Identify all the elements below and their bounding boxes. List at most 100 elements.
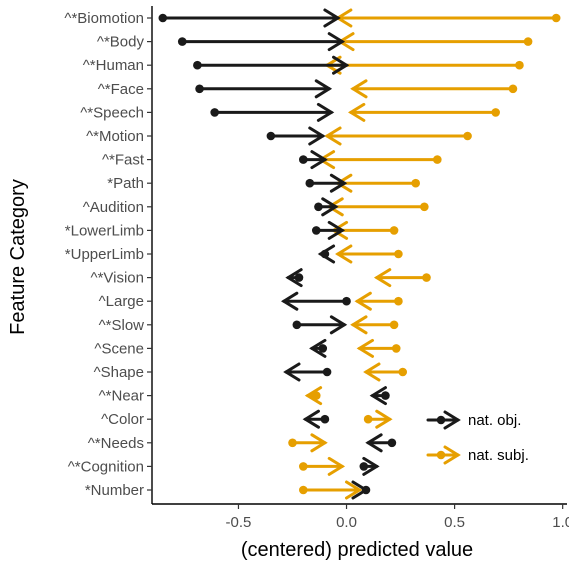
y-tick-label: ^*Body bbox=[97, 34, 145, 51]
subj-arrow-arrowhead bbox=[375, 409, 393, 429]
subj-arrow-arrowhead bbox=[304, 386, 323, 406]
obj-arrow-dot bbox=[318, 344, 328, 353]
obj-arrow-dot bbox=[381, 391, 390, 400]
subj-arrow-dot bbox=[311, 391, 321, 400]
y-axis-title: Feature Category bbox=[7, 179, 29, 335]
obj-arrow-dot bbox=[322, 367, 332, 377]
obj-arrow-dot bbox=[305, 178, 315, 188]
y-tick-label: ^Scene bbox=[94, 340, 144, 357]
subj-arrow-dot bbox=[411, 178, 420, 188]
obj-arrow-arrowhead bbox=[310, 150, 328, 170]
y-tick-label: ^*Human bbox=[83, 57, 144, 74]
obj-arrow-arrowhead bbox=[332, 55, 350, 75]
subj-arrow-dot bbox=[433, 155, 442, 164]
obj-arrow-dot bbox=[320, 249, 330, 259]
subj-arrow-dot bbox=[363, 414, 373, 424]
y-tick-label: ^*Face bbox=[98, 81, 144, 98]
subj-arrow-dot bbox=[299, 485, 308, 495]
obj-arrow-dot bbox=[314, 202, 323, 212]
obj-arrow-arrowhead bbox=[314, 79, 333, 99]
y-tick-label: *Path bbox=[107, 175, 144, 192]
legend-key-obj-arrowhead bbox=[443, 410, 461, 430]
obj-arrow-dot bbox=[266, 131, 276, 141]
obj-arrow-arrowhead bbox=[362, 456, 380, 476]
subj-arrow-dot bbox=[491, 108, 500, 117]
obj-arrow-arrowhead bbox=[369, 386, 387, 406]
obj-arrow-arrowhead bbox=[302, 409, 320, 429]
subj-arrow-arrowhead bbox=[350, 315, 368, 335]
obj-arrow-arrowhead bbox=[327, 220, 346, 240]
obj-arrow-arrowhead bbox=[329, 173, 348, 193]
subj-arrow-dot bbox=[422, 273, 431, 282]
legend-key-subj-arrowhead bbox=[443, 445, 461, 465]
y-tick-label: ^*Biomotion bbox=[64, 10, 144, 27]
obj-arrow-arrowhead bbox=[285, 268, 303, 288]
subj-arrow-dot bbox=[398, 367, 408, 377]
subj-arrow-dot bbox=[523, 37, 533, 46]
x-tick-label: 0.0 bbox=[336, 514, 357, 531]
obj-arrow-dot bbox=[193, 60, 202, 70]
subj-arrow-dot bbox=[299, 462, 308, 471]
y-tick-label: ^Color bbox=[101, 411, 144, 428]
obj-arrow-arrowhead bbox=[323, 8, 341, 28]
y-tick-label: ^*Vision bbox=[91, 270, 144, 287]
subj-arrow-dot bbox=[391, 344, 401, 353]
subj-arrow-dot bbox=[288, 438, 297, 448]
obj-arrow-dot bbox=[311, 226, 321, 235]
subj-arrow-arrowhead bbox=[354, 291, 372, 311]
y-tick-label: ^*Near bbox=[99, 388, 144, 405]
y-tick-label: ^*Needs bbox=[88, 435, 144, 452]
x-tick-label: 0.5 bbox=[444, 514, 465, 531]
y-tick-label: ^*Fast bbox=[102, 152, 145, 169]
y-tick-label: ^Large bbox=[99, 293, 144, 310]
obj-arrow-dot bbox=[177, 37, 187, 46]
obj-arrow-dot bbox=[294, 273, 304, 282]
obj-arrow-dot bbox=[320, 414, 330, 424]
subj-arrow-dot bbox=[420, 202, 429, 212]
subj-arrow-arrowhead bbox=[327, 456, 346, 476]
subj-arrow-arrowhead bbox=[373, 268, 392, 288]
obj-arrow-arrowhead bbox=[283, 362, 301, 382]
subj-arrow-arrowhead bbox=[347, 102, 366, 122]
subj-arrow-dot bbox=[389, 320, 399, 330]
obj-arrow-arrowhead bbox=[321, 197, 339, 217]
legend: nat. obj. nat. subj. bbox=[426, 410, 529, 465]
obj-arrow-dot bbox=[210, 108, 219, 117]
subj-arrow-dot bbox=[515, 60, 524, 70]
y-tick-label: ^*Motion bbox=[86, 128, 144, 145]
subj-arrow-arrowhead bbox=[310, 433, 328, 453]
subj-arrow-dot bbox=[394, 296, 403, 306]
y-tick-label: ^*Slow bbox=[99, 317, 145, 334]
y-tick-label: ^*Cognition bbox=[68, 458, 144, 475]
obj-arrow-arrowhead bbox=[309, 338, 327, 358]
subj-arrow-dot bbox=[551, 13, 561, 23]
x-tick-label: 1.0 bbox=[552, 514, 569, 531]
subj-arrow-arrowhead bbox=[363, 362, 381, 382]
obj-arrow-dot bbox=[359, 462, 369, 471]
subj-arrow-dot bbox=[508, 84, 518, 94]
obj-arrow-arrowhead bbox=[317, 244, 336, 264]
obj-arrow-arrowhead bbox=[280, 291, 299, 311]
x-axis-title: (centered) predicted value bbox=[241, 539, 473, 561]
obj-arrow-arrowhead bbox=[365, 433, 383, 453]
obj-arrow-arrowhead bbox=[327, 32, 346, 52]
y-tick-label: *LowerLimb bbox=[65, 222, 144, 239]
obj-arrow-dot bbox=[299, 155, 308, 164]
obj-arrow-dot bbox=[158, 13, 168, 23]
subj-arrow-arrowhead bbox=[356, 338, 374, 358]
y-tick-label: ^*Speech bbox=[80, 104, 144, 121]
obj-arrow-arrowhead bbox=[329, 315, 348, 335]
obj-arrow-dot bbox=[387, 438, 397, 448]
y-tick-label: *UpperLimb bbox=[65, 246, 144, 263]
subj-arrow-dot bbox=[463, 131, 472, 141]
plot-area bbox=[158, 8, 561, 500]
legend-label-subj: nat. subj. bbox=[468, 447, 529, 464]
y-tick-label: ^Audition bbox=[83, 199, 144, 216]
obj-arrow-dot bbox=[361, 485, 371, 495]
subj-arrow-arrowhead bbox=[350, 79, 368, 99]
obj-arrow-arrowhead bbox=[316, 102, 335, 122]
subj-arrow-arrowhead bbox=[335, 244, 353, 264]
obj-arrow-dot bbox=[195, 84, 204, 94]
